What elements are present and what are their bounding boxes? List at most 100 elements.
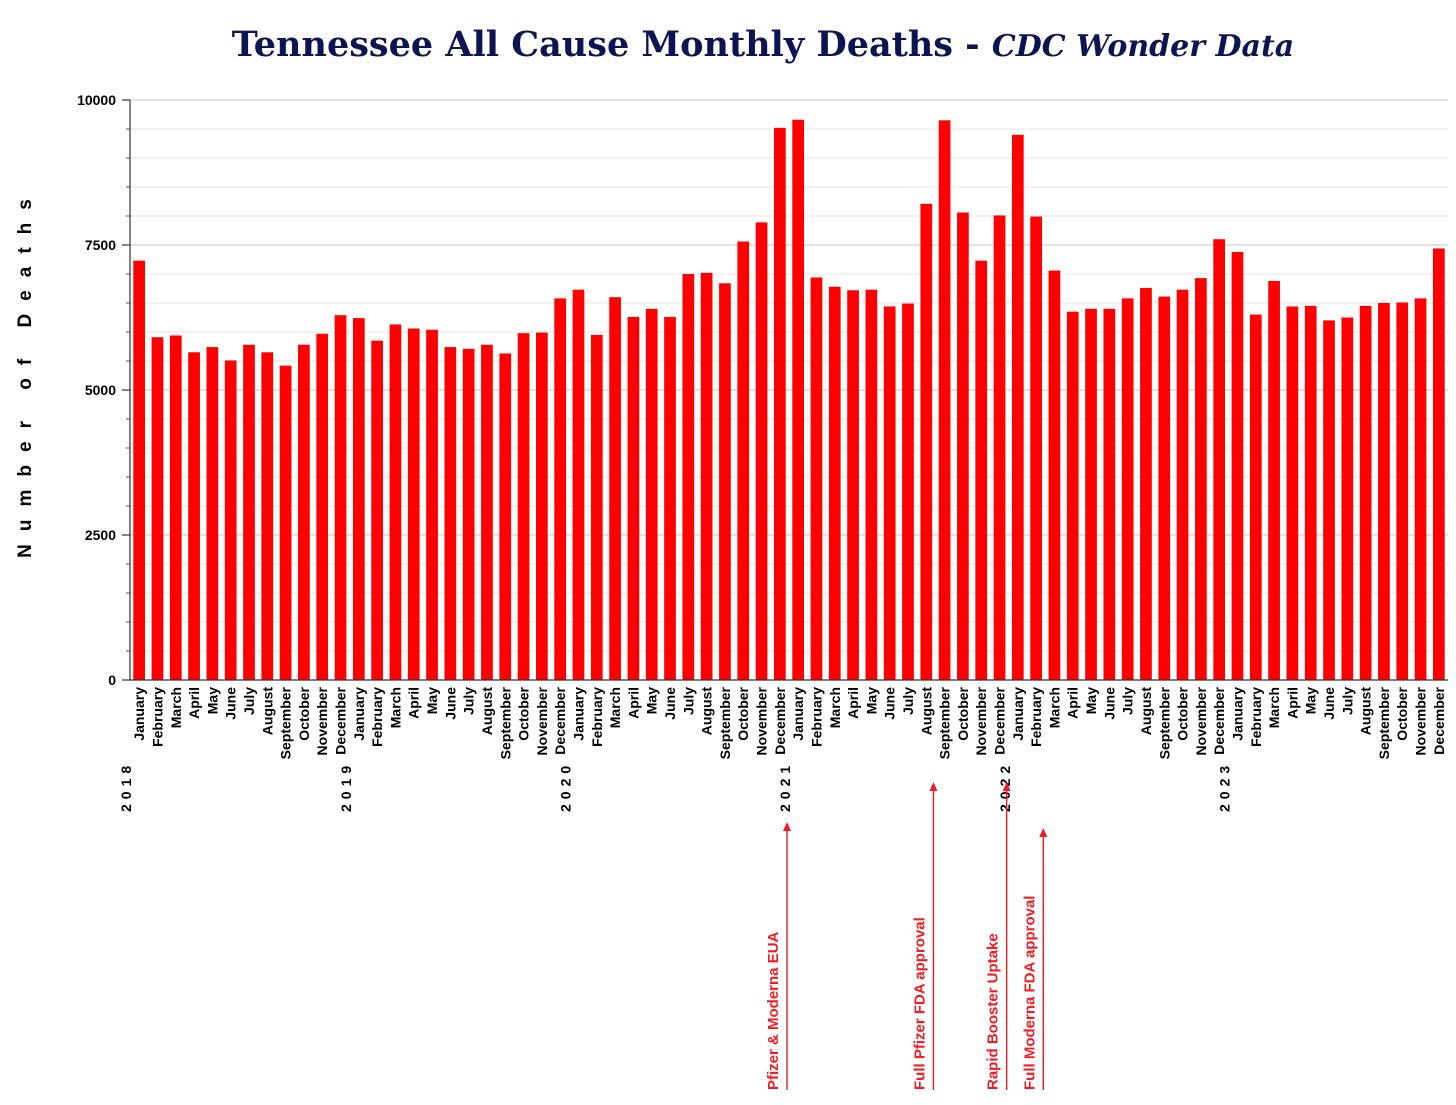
- bar: [188, 352, 200, 680]
- x-tick-label: January: [131, 687, 147, 741]
- x-tick-label: October: [735, 686, 751, 740]
- bar: [151, 337, 164, 680]
- bar: [462, 348, 475, 680]
- bar: [279, 365, 292, 680]
- bar: [133, 260, 146, 680]
- x-tick-label: February: [1028, 687, 1044, 747]
- bar: [444, 347, 457, 680]
- x-tick-label: January: [790, 687, 806, 741]
- bar: [1286, 306, 1299, 680]
- bar: [389, 324, 402, 680]
- bar: [609, 297, 621, 680]
- bar: [499, 353, 512, 680]
- bar: [554, 298, 567, 680]
- x-tick-label: August: [699, 687, 715, 736]
- bar: [407, 328, 420, 680]
- bar: [1176, 289, 1189, 680]
- bar: [206, 347, 219, 680]
- bar: [1378, 303, 1390, 680]
- year-label: 2018: [118, 761, 134, 812]
- x-tick-label: January: [351, 687, 367, 741]
- x-tick-label: December: [333, 686, 349, 754]
- x-tick-label: July: [241, 687, 257, 715]
- x-tick-label: July: [1120, 687, 1136, 715]
- x-tick-label: January: [1010, 687, 1026, 741]
- x-tick-label: October: [955, 686, 971, 740]
- bar: [572, 289, 585, 680]
- x-tick-label: July: [1339, 687, 1355, 715]
- x-tick-label: October: [1394, 686, 1410, 740]
- x-tick-label: December: [552, 686, 568, 754]
- bar: [1158, 296, 1171, 680]
- bar: [1231, 251, 1244, 680]
- x-tick-label: July: [680, 687, 696, 715]
- year-label: 2023: [1216, 761, 1232, 812]
- bar: [481, 344, 493, 680]
- bar: [371, 340, 383, 680]
- x-tick-label: February: [808, 687, 824, 747]
- annotation-arrow-head: [1039, 828, 1048, 837]
- x-tick-label: January: [570, 687, 586, 741]
- bar: [316, 333, 329, 680]
- annotation-arrow-head: [783, 822, 791, 831]
- x-tick-label: April: [406, 687, 422, 719]
- annotation-label: Full Pfizer FDA approval: [911, 917, 928, 1090]
- bar: [920, 203, 933, 680]
- x-tick-label: September: [937, 686, 953, 759]
- x-tick-label: October: [296, 686, 312, 740]
- bar: [1213, 239, 1226, 680]
- x-tick-label: September: [717, 686, 733, 759]
- bar: [1103, 308, 1116, 680]
- x-tick-label: June: [1321, 687, 1337, 720]
- x-tick-label: April: [186, 687, 202, 719]
- bar: [1249, 314, 1262, 680]
- axes: [122, 99, 1448, 681]
- x-tick-label: August: [479, 687, 495, 736]
- bar: [1414, 298, 1427, 680]
- x-tick-label: December: [772, 686, 788, 754]
- bar: [1030, 216, 1042, 680]
- x-tick-label: July: [461, 687, 477, 715]
- chart-title-main: Tennessee All Cause Monthly Deaths -: [231, 24, 992, 65]
- x-tick-label: October: [516, 686, 532, 740]
- y-tick-label: 5000: [85, 382, 116, 398]
- y-tick-label: 7500: [85, 237, 116, 253]
- x-tick-label: April: [1284, 687, 1300, 719]
- bar: [700, 272, 713, 680]
- bar: [902, 303, 914, 680]
- bar: [645, 308, 658, 680]
- x-tick-label: May: [204, 687, 220, 714]
- bar: [810, 277, 823, 680]
- bar: [664, 316, 676, 680]
- x-tick-label: May: [863, 687, 879, 714]
- x-tick-label: December: [1431, 686, 1447, 754]
- bar: [590, 334, 603, 680]
- bar: [993, 215, 1006, 681]
- bar: [627, 316, 640, 680]
- bar: [938, 120, 951, 681]
- bar: [334, 315, 347, 680]
- bar: [773, 127, 786, 681]
- x-tick-label: June: [662, 687, 678, 720]
- x-tick-label: April: [845, 687, 861, 719]
- x-tick-label: February: [1248, 687, 1264, 747]
- bar: [426, 329, 438, 680]
- annotations: Pfizer & Moderna EUA Full Pfizer FDA appr…: [765, 782, 1048, 1090]
- x-tick-label: January: [1229, 687, 1245, 741]
- annotation-arrow-head: [929, 782, 938, 791]
- x-tick-label: February: [149, 687, 165, 747]
- x-tick-label: November: [534, 686, 550, 755]
- chart-title: Tennessee All Cause Monthly Deaths - CDC…: [0, 24, 1456, 65]
- x-tick-label: November: [754, 686, 770, 755]
- x-tick-label: February: [589, 687, 605, 747]
- bar: [517, 333, 530, 680]
- bar: [1341, 317, 1354, 680]
- bar: [352, 318, 365, 680]
- x-tick-label: February: [369, 687, 385, 747]
- x-tick-label: August: [918, 687, 934, 736]
- bar: [975, 260, 988, 680]
- x-tick-label: April: [1065, 687, 1081, 719]
- x-tick-label: September: [497, 686, 513, 759]
